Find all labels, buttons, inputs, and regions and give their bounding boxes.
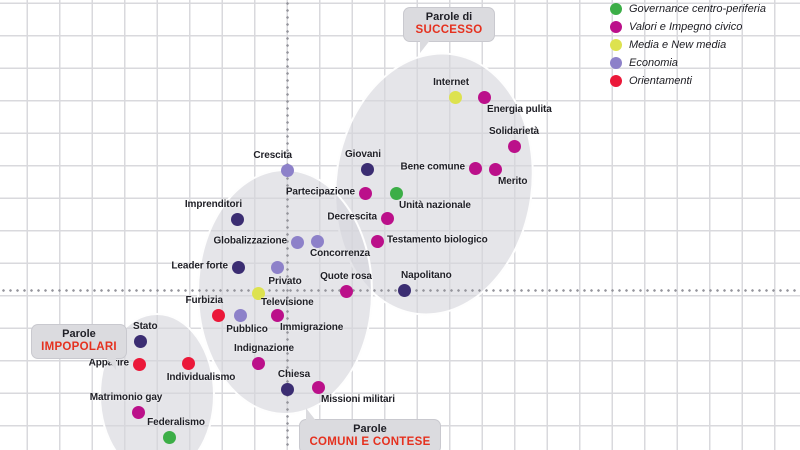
point-federalismo: [162, 430, 176, 444]
legend-dot-governance: [610, 2, 622, 15]
point-indignazione: [251, 356, 265, 370]
point-label-individualismo: Individualismo: [166, 372, 236, 383]
point-label-testamento-biologico: Testamento biologico: [387, 234, 488, 246]
point-napolitano: [397, 283, 411, 297]
point-label-stato: Stato: [133, 321, 158, 332]
legend-label-orientamenti: Orientamenti: [629, 74, 692, 87]
callout-successo-line2: SUCCESSO: [415, 23, 483, 36]
point-individualismo: [181, 356, 195, 370]
point-immigrazione: [270, 308, 284, 322]
callout-successo-line1: Parole di: [425, 11, 473, 23]
callout-comuni-line1: Parole: [353, 423, 387, 435]
point-label-indignazione: Indignazione: [234, 343, 294, 354]
callout-impopolari-line2: IMPOPOLARI: [41, 340, 117, 353]
point-apparire: [132, 357, 146, 371]
callout-comuni-line2: COMUNI E CONTESE: [309, 435, 431, 448]
point-missioni-militari: [311, 380, 325, 394]
point-label-privato: Privato: [268, 276, 302, 287]
legend-label-valori: Valori e Impegno civico: [629, 20, 743, 33]
point-label-crescita: Crescita: [253, 150, 292, 161]
point-merito: [488, 162, 502, 176]
callout-impopolari-line1: Parole: [62, 328, 96, 340]
legend-label-economia: Economia: [629, 56, 678, 69]
legend-dot-valori: [610, 20, 622, 33]
point-chiesa: [280, 382, 294, 396]
point-televisione: [251, 286, 265, 300]
callout-impopolari-tail: [105, 355, 116, 370]
legend-item-valori-e-impegno-civico: Valori e Impegno civico: [610, 18, 796, 35]
point-label-partecipazione: Partecipazione: [285, 186, 355, 198]
legend: Governance centro-periferia Valori e Impe…: [610, 0, 796, 90]
point-label-matrimonio-gay: Matrimonio gay: [89, 392, 163, 403]
point-globalizzazione: [290, 235, 304, 249]
point-label-unit-nazionale: Unità nazionale: [399, 200, 471, 211]
point-label-federalismo: Federalismo: [147, 417, 205, 428]
callout-successo-tail: [420, 38, 431, 53]
point-decrescita: [380, 211, 394, 225]
point-furbizia: [211, 308, 225, 322]
legend-item-media-e-new-media: Media e New media: [610, 36, 796, 53]
point-label-energia-pulita: Energia pulita: [487, 104, 552, 115]
point-label-leader-forte: Leader forte: [171, 260, 228, 272]
point-label-immigrazione: Immigrazione: [280, 322, 344, 333]
legend-label-media: Media e New media: [629, 38, 727, 51]
point-crescita: [280, 163, 294, 177]
legend-item-governance-centro-periferia: Governance centro-periferia: [610, 0, 796, 17]
point-label-bene-comune: Bene comune: [400, 161, 466, 173]
point-label-internet: Internet: [433, 77, 469, 88]
point-internet: [448, 90, 462, 104]
point-matrimonio-gay: [131, 405, 145, 419]
vertical-dotted-axis: [286, 0, 289, 450]
point-privato: [270, 260, 284, 274]
callout-successo: Parole di SUCCESSO: [404, 8, 494, 53]
point-label-solidariet: Solidarietà: [488, 126, 540, 137]
callout-impopolari: Parole IMPOPOLARI: [32, 325, 126, 370]
point-concorrenza: [310, 234, 324, 248]
point-label-missioni-militari: Missioni militari: [321, 394, 395, 405]
point-stato: [133, 334, 147, 348]
point-label-televisione: Televisione: [261, 297, 314, 308]
point-energia-pulita: [477, 90, 491, 104]
legend-item-orientamenti: Orientamenti: [610, 72, 796, 89]
callout-comuni-tail: [306, 408, 317, 422]
legend-dot-orientamenti: [610, 74, 622, 87]
point-unit-nazionale: [389, 186, 403, 200]
point-leader-forte: [231, 260, 245, 274]
point-label-giovani: Giovani: [345, 149, 381, 160]
point-pubblico: [233, 308, 247, 322]
point-label-pubblico: Pubblico: [226, 324, 268, 335]
legend-item-economia: Economia: [610, 54, 796, 71]
point-solidariet: [507, 139, 521, 153]
point-label-furbizia: Furbizia: [185, 295, 223, 306]
point-giovani: [360, 162, 374, 176]
point-label-imprenditori: Imprenditori: [184, 199, 242, 210]
point-quote-rosa: [339, 284, 353, 298]
point-imprenditori: [230, 212, 244, 226]
callout-comuni: Parole COMUNI E CONTESE: [300, 408, 440, 450]
point-label-decrescita: Decrescita: [327, 211, 377, 223]
point-bene-comune: [468, 161, 482, 175]
point-label-napolitano: Napolitano: [401, 270, 452, 281]
point-label-merito: Merito: [498, 176, 528, 187]
legend-dot-media: [610, 38, 622, 51]
legend-dot-economia: [610, 56, 622, 69]
point-label-quote-rosa: Quote rosa: [320, 271, 372, 282]
point-partecipazione: [358, 186, 372, 200]
legend-label-governance: Governance centro-periferia: [629, 2, 766, 15]
point-testamento-biologico: [370, 234, 384, 248]
point-label-concorrenza: Concorrenza: [310, 248, 371, 259]
point-label-chiesa: Chiesa: [277, 369, 311, 380]
point-label-globalizzazione: Globalizzazione: [213, 235, 287, 247]
